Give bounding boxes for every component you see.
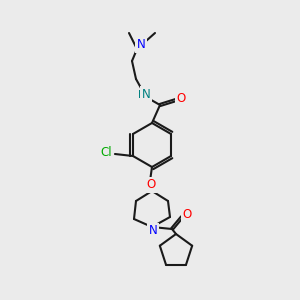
Text: O: O [182, 208, 192, 220]
Text: N: N [142, 88, 150, 100]
Text: H: H [138, 90, 146, 100]
Text: Cl: Cl [100, 146, 112, 158]
Text: N: N [148, 224, 158, 238]
Text: O: O [176, 92, 186, 106]
Text: O: O [146, 178, 156, 191]
Text: N: N [136, 38, 146, 52]
